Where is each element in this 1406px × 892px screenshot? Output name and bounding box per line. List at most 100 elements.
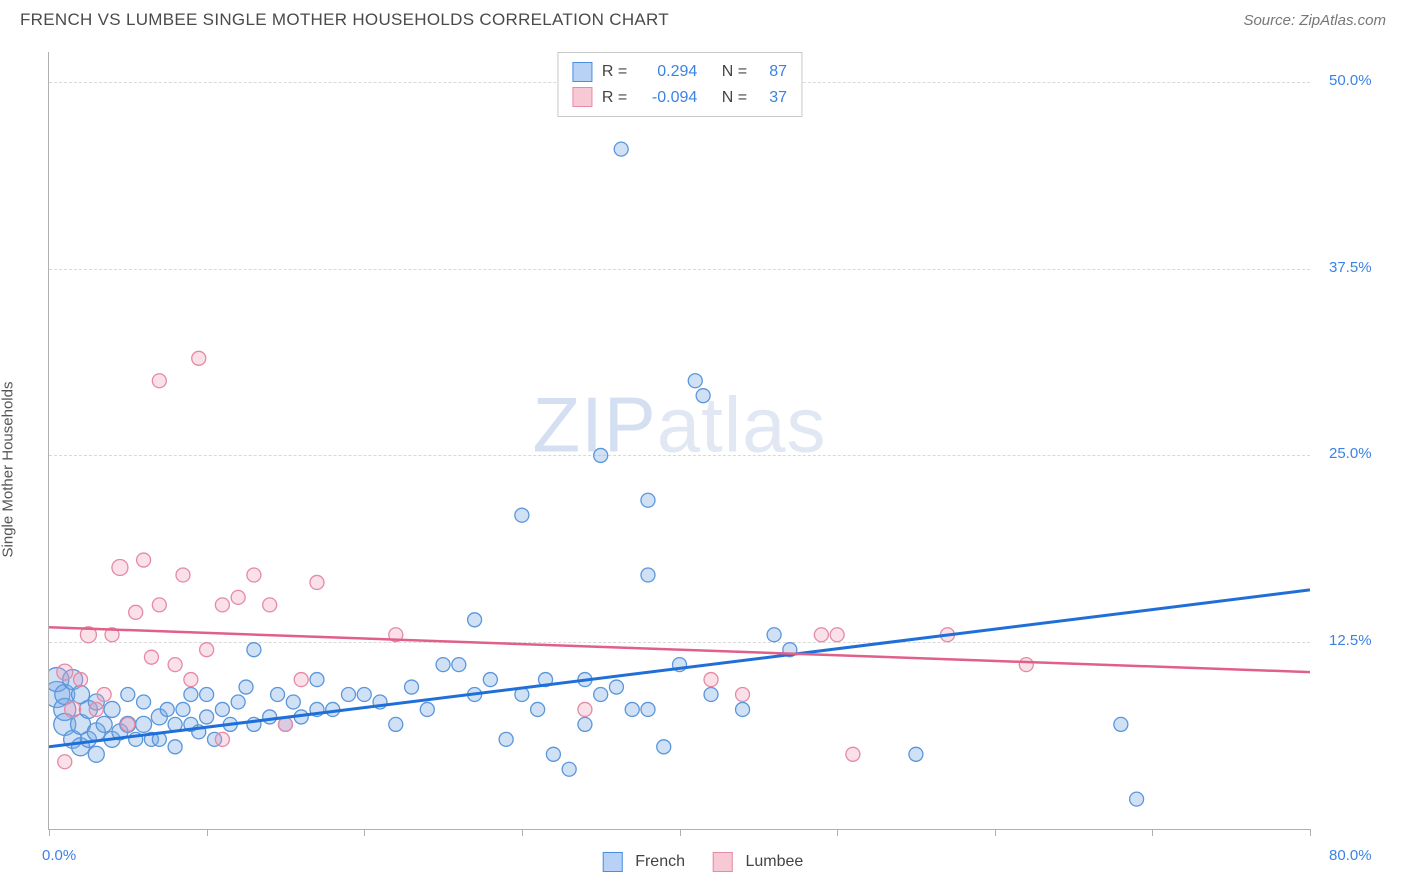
scatter-point bbox=[909, 747, 923, 761]
x-tick-mark bbox=[1310, 829, 1311, 836]
scatter-point bbox=[341, 688, 355, 702]
scatter-point bbox=[468, 613, 482, 627]
x-tick-mark bbox=[207, 829, 208, 836]
scatter-point bbox=[65, 701, 81, 717]
scatter-point bbox=[121, 688, 135, 702]
scatter-point bbox=[271, 688, 285, 702]
x-tick-mark bbox=[49, 829, 50, 836]
scatter-point bbox=[515, 508, 529, 522]
scatter-point bbox=[152, 598, 166, 612]
scatter-point bbox=[405, 680, 419, 694]
scatter-point bbox=[657, 740, 671, 754]
chart-area: Single Mother Households R = 0.294 N = 8… bbox=[0, 36, 1406, 886]
scatter-point bbox=[263, 710, 277, 724]
scatter-point bbox=[531, 702, 545, 716]
scatter-point bbox=[452, 658, 466, 672]
scatter-point bbox=[88, 746, 104, 762]
scatter-point bbox=[200, 643, 214, 657]
chart-title: FRENCH VS LUMBEE SINGLE MOTHER HOUSEHOLD… bbox=[20, 10, 669, 30]
legend-label: Lumbee bbox=[745, 853, 803, 870]
x-axis-max-label: 80.0% bbox=[1329, 847, 1372, 864]
scatter-point bbox=[286, 695, 300, 709]
scatter-point bbox=[74, 673, 88, 687]
legend-swatch-icon bbox=[572, 87, 592, 107]
scatter-point bbox=[767, 628, 781, 642]
scatter-point bbox=[200, 688, 214, 702]
scatter-point bbox=[1019, 658, 1033, 672]
scatter-point bbox=[144, 650, 158, 664]
scatter-point bbox=[58, 755, 72, 769]
scatter-point bbox=[704, 688, 718, 702]
legend-swatch-icon bbox=[713, 852, 733, 872]
scatter-point bbox=[389, 717, 403, 731]
scatter-point bbox=[112, 560, 128, 576]
scatter-point bbox=[310, 575, 324, 589]
scatter-point bbox=[704, 673, 718, 687]
scatter-point bbox=[310, 673, 324, 687]
scatter-point bbox=[96, 716, 112, 732]
r-value: -0.094 bbox=[637, 85, 697, 111]
x-tick-mark bbox=[364, 829, 365, 836]
n-value: 87 bbox=[757, 59, 787, 85]
scatter-point bbox=[136, 716, 152, 732]
legend-stats-row: R = 0.294 N = 87 bbox=[572, 59, 787, 85]
y-axis-label: Single Mother Households bbox=[0, 382, 17, 558]
scatter-point bbox=[168, 658, 182, 672]
scatter-point bbox=[594, 688, 608, 702]
scatter-point bbox=[121, 717, 135, 731]
scatter-point bbox=[736, 688, 750, 702]
scatter-point bbox=[641, 702, 655, 716]
scatter-point bbox=[89, 702, 103, 716]
legend-series: French Lumbee bbox=[603, 852, 804, 872]
scatter-point bbox=[231, 695, 245, 709]
scatter-point bbox=[562, 762, 576, 776]
x-tick-mark bbox=[995, 829, 996, 836]
chart-source: Source: ZipAtlas.com bbox=[1243, 12, 1386, 29]
scatter-point bbox=[184, 673, 198, 687]
legend-stats: R = 0.294 N = 87 R = -0.094 N = 37 bbox=[557, 52, 802, 117]
legend-swatch-icon bbox=[572, 62, 592, 82]
x-tick-mark bbox=[522, 829, 523, 836]
x-axis-min-label: 0.0% bbox=[42, 847, 76, 864]
chart-header: FRENCH VS LUMBEE SINGLE MOTHER HOUSEHOLD… bbox=[0, 0, 1406, 36]
scatter-point bbox=[625, 702, 639, 716]
x-tick-mark bbox=[837, 829, 838, 836]
scatter-point bbox=[160, 702, 174, 716]
scatter-point bbox=[215, 732, 229, 746]
scatter-point bbox=[192, 351, 206, 365]
scatter-point bbox=[830, 628, 844, 642]
legend-label: French bbox=[635, 853, 685, 870]
scatter-point bbox=[499, 732, 513, 746]
scatter-point bbox=[578, 702, 592, 716]
scatter-point bbox=[1130, 792, 1144, 806]
y-tick-label: 25.0% bbox=[1329, 445, 1372, 462]
x-tick-mark bbox=[680, 829, 681, 836]
r-value: 0.294 bbox=[637, 59, 697, 85]
n-label: N = bbox=[722, 85, 747, 111]
scatter-point bbox=[57, 664, 73, 680]
scatter-point bbox=[239, 680, 253, 694]
scatter-point bbox=[736, 702, 750, 716]
scatter-point bbox=[176, 702, 190, 716]
scatter-point bbox=[641, 493, 655, 507]
legend-stats-row: R = -0.094 N = 37 bbox=[572, 85, 787, 111]
x-tick-mark bbox=[1152, 829, 1153, 836]
scatter-svg bbox=[49, 52, 1310, 829]
scatter-point bbox=[200, 710, 214, 724]
scatter-point bbox=[483, 673, 497, 687]
scatter-point bbox=[215, 702, 229, 716]
scatter-point bbox=[104, 701, 120, 717]
legend-item: Lumbee bbox=[713, 852, 803, 872]
legend-item: French bbox=[603, 852, 685, 872]
scatter-point bbox=[814, 628, 828, 642]
scatter-point bbox=[696, 389, 710, 403]
scatter-point bbox=[846, 747, 860, 761]
y-tick-label: 12.5% bbox=[1329, 632, 1372, 649]
scatter-point bbox=[1114, 717, 1128, 731]
scatter-point bbox=[263, 598, 277, 612]
scatter-point bbox=[152, 374, 166, 388]
scatter-point bbox=[247, 568, 261, 582]
y-tick-label: 50.0% bbox=[1329, 72, 1372, 89]
scatter-point bbox=[247, 643, 261, 657]
y-tick-label: 37.5% bbox=[1329, 259, 1372, 276]
